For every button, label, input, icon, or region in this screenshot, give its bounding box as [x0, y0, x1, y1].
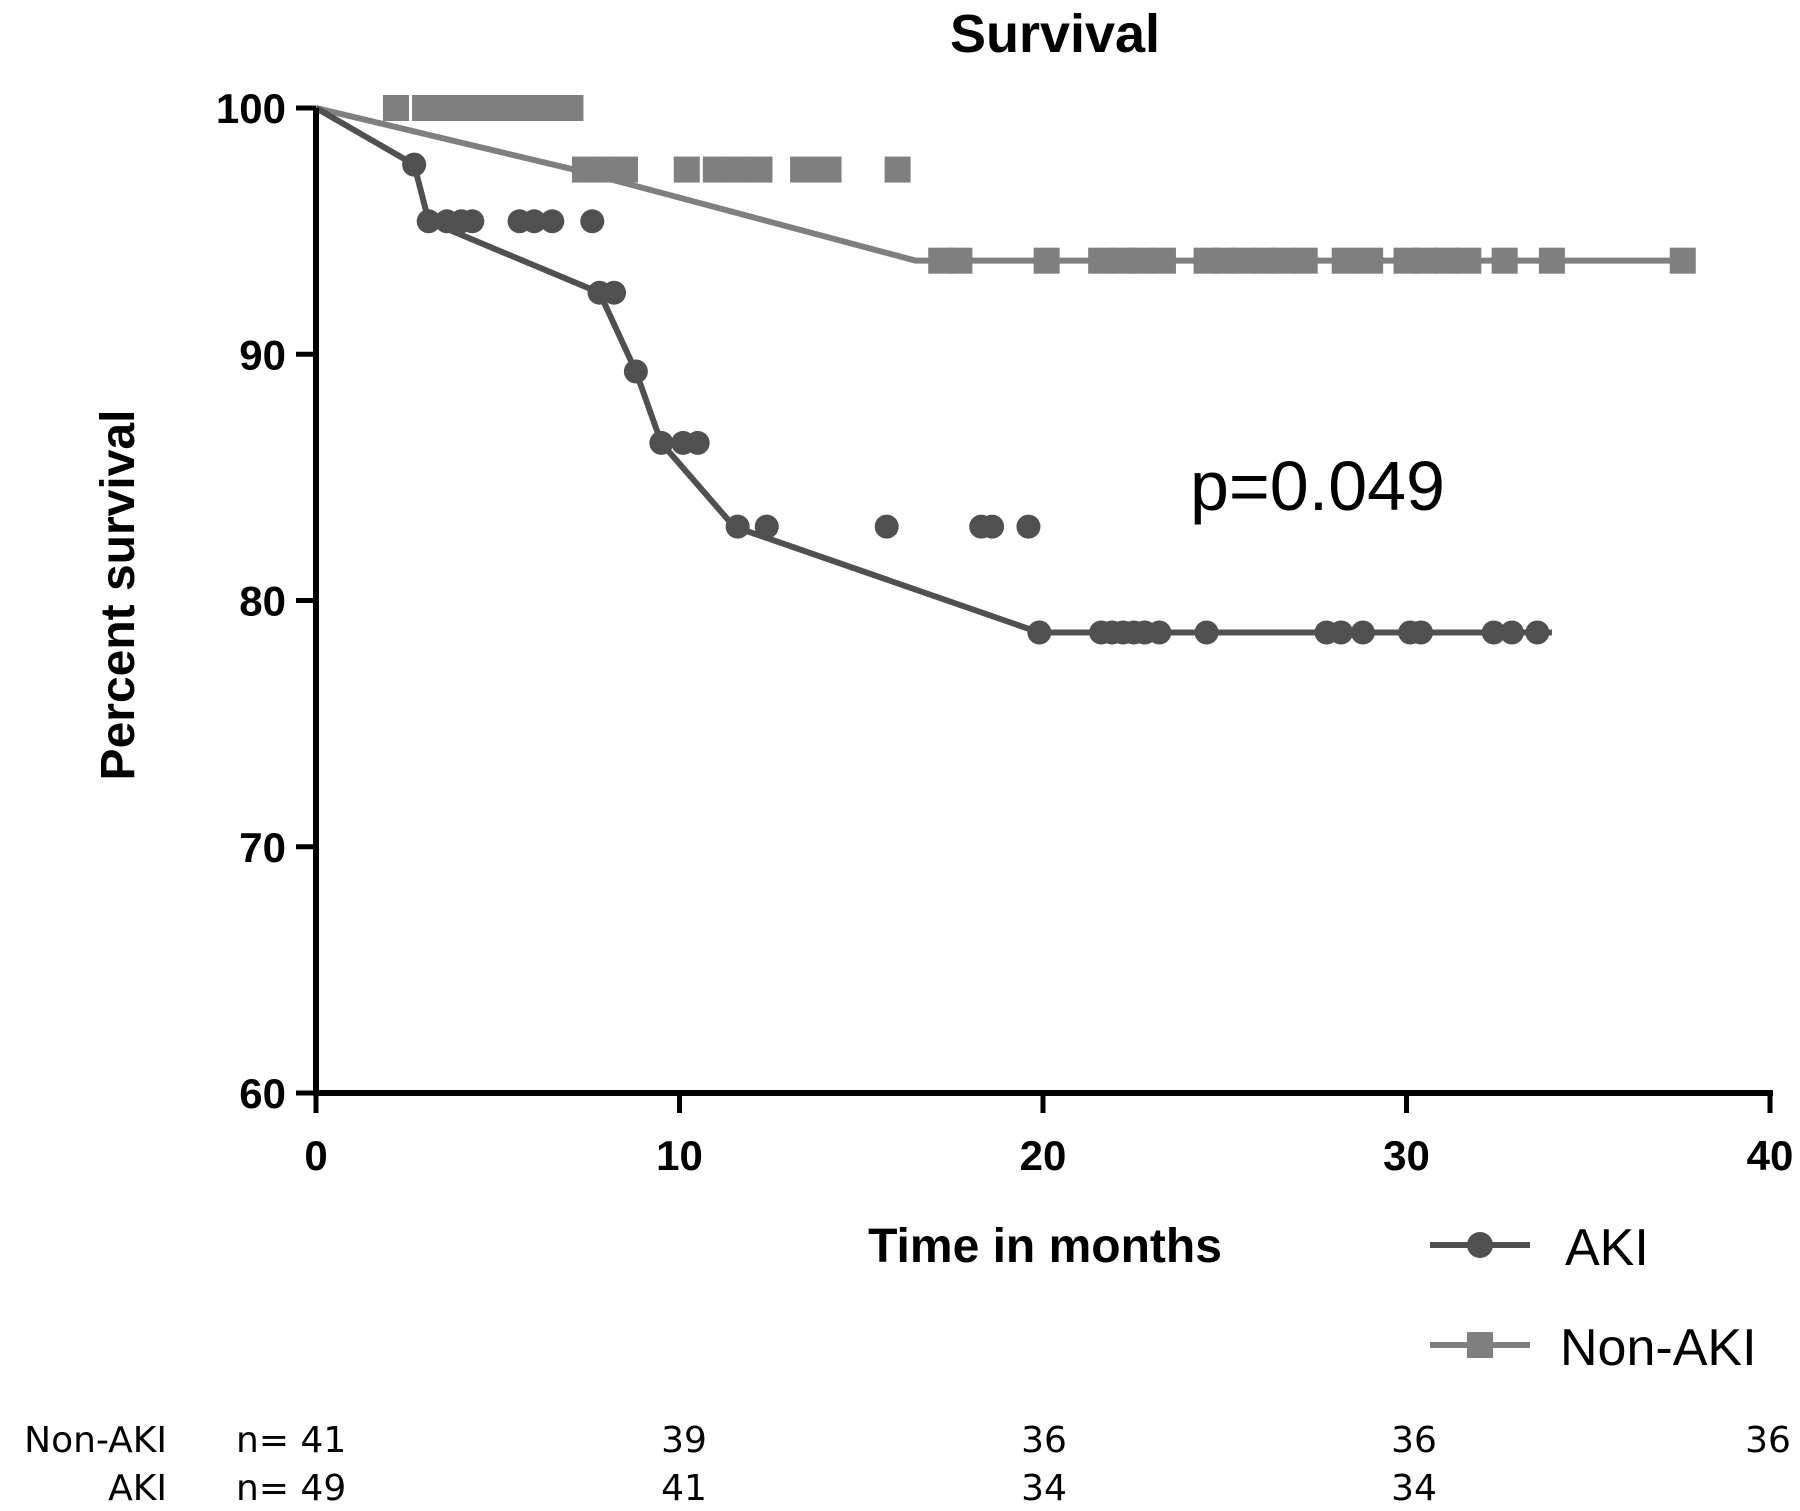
- y-tick-label: 70: [239, 824, 286, 871]
- risk-row-label-aki: AKI: [108, 1468, 167, 1509]
- censor-mark-aki: [649, 430, 674, 455]
- legend-label-non-aki: Non-AKI: [1560, 1319, 1757, 1377]
- series-line-non-aki: [315, 105, 1683, 264]
- y-axis-ticks: 60 70 80 90 100: [216, 85, 316, 1117]
- censor-mark-non-aki: [382, 95, 409, 121]
- censor-mark-aki: [1027, 620, 1052, 645]
- risk-value: 34: [1391, 1468, 1437, 1509]
- censor-mark-aki: [1525, 620, 1550, 645]
- censor-mark-aki: [685, 430, 710, 455]
- x-tick-label: 20: [1020, 1132, 1067, 1179]
- censor-mark-non-aki: [790, 156, 817, 183]
- y-axis-label: Percent survival: [92, 410, 145, 781]
- censor-mark-non-aki: [746, 156, 773, 183]
- censor-mark-non-aki: [724, 156, 751, 183]
- censor-mark-non-aki: [1149, 247, 1176, 274]
- risk-table: Non-AKI n= 41 39 36 36 36 AKI n= 49 41 3…: [24, 1420, 1791, 1509]
- risk-value: 34: [1021, 1468, 1067, 1509]
- legend-marker-non-aki: [1467, 1332, 1493, 1358]
- censor-mark-aki: [623, 359, 648, 384]
- x-axis-label: Time in months: [868, 1220, 1222, 1273]
- y-tick-label: 100: [216, 85, 286, 132]
- censor-mark-non-aki: [1669, 247, 1696, 274]
- censor-mark-non-aki: [611, 156, 638, 183]
- legend-marker-aki: [1467, 1232, 1493, 1258]
- y-tick-label: 90: [239, 331, 286, 378]
- censor-mark-non-aki: [1455, 247, 1482, 274]
- x-tick-label: 10: [656, 1132, 703, 1179]
- risk-value: n= 49: [236, 1468, 346, 1509]
- chart-title: Survival: [950, 4, 1160, 64]
- y-tick-label: 60: [239, 1070, 286, 1117]
- censor-mark-aki: [460, 209, 485, 234]
- censor-mark-non-aki: [946, 247, 973, 274]
- risk-value: n= 41: [236, 1420, 346, 1461]
- censor-mark-non-aki: [673, 156, 700, 183]
- censor-mark-aki: [725, 514, 750, 539]
- series-line-aki: [314, 105, 1552, 636]
- censor-mark-aki: [1499, 620, 1524, 645]
- censor-mark-aki: [1329, 620, 1354, 645]
- censor-mark-non-aki: [448, 95, 475, 121]
- x-axis-ticks: 0 10 20 30 40: [304, 1093, 1793, 1179]
- x-tick-label: 40: [1747, 1132, 1794, 1179]
- censor-mark-aki: [1194, 620, 1219, 645]
- censor-mark-non-aki: [1269, 247, 1296, 274]
- censor-mark-aki: [1409, 620, 1434, 645]
- censor-mark-aki: [874, 514, 899, 539]
- censor-mark-non-aki: [1291, 247, 1318, 274]
- censor-mark-aki: [540, 209, 565, 234]
- p-value-annotation: p=0.049: [1190, 447, 1445, 525]
- censor-mark-non-aki: [1229, 247, 1256, 274]
- legend: AKI Non-AKI: [1430, 1219, 1757, 1377]
- censor-mark-non-aki: [1128, 247, 1155, 274]
- censor-mark-non-aki: [702, 156, 729, 183]
- risk-value: 36: [1745, 1420, 1791, 1461]
- censor-mark-non-aki: [815, 156, 842, 183]
- censor-mark-aki: [580, 209, 605, 234]
- series-aki: [314, 105, 1552, 645]
- x-tick-label: 0: [304, 1132, 327, 1179]
- censor-mark-non-aki: [521, 95, 548, 121]
- legend-item-aki: AKI: [1430, 1219, 1649, 1277]
- censor-mark-non-aki: [1357, 247, 1384, 274]
- censor-mark-aki: [1147, 620, 1172, 645]
- censor-mark-aki: [1016, 514, 1041, 539]
- censor-mark-non-aki: [1411, 247, 1438, 274]
- risk-value: 39: [661, 1420, 707, 1461]
- censor-mark-non-aki: [884, 156, 911, 183]
- censor-mark-aki: [1481, 620, 1506, 645]
- censor-mark-aki: [522, 209, 547, 234]
- censor-mark-aki: [980, 514, 1005, 539]
- censor-mark-non-aki: [590, 156, 617, 183]
- censor-mark-non-aki: [557, 95, 584, 121]
- censor-mark-non-aki: [1433, 247, 1460, 274]
- censor-mark-non-aki: [1331, 247, 1358, 274]
- series-non-aki: [315, 95, 1696, 274]
- censor-mark-non-aki: [1033, 247, 1060, 274]
- risk-value: 36: [1021, 1420, 1067, 1461]
- censor-mark-aki: [602, 280, 627, 305]
- legend-label-aki: AKI: [1565, 1219, 1649, 1277]
- censor-mark-aki: [416, 209, 441, 234]
- x-tick-label: 30: [1383, 1132, 1430, 1179]
- censor-mark-non-aki: [1491, 247, 1518, 274]
- censor-mark-non-aki: [1538, 247, 1565, 274]
- censor-mark-aki: [754, 514, 779, 539]
- risk-row-label-non-aki: Non-AKI: [24, 1420, 167, 1461]
- censor-mark-non-aki: [1088, 247, 1115, 274]
- censor-mark-aki: [1350, 620, 1375, 645]
- plot-area: [314, 95, 1696, 645]
- y-tick-label: 80: [239, 578, 286, 625]
- risk-value: 36: [1391, 1420, 1437, 1461]
- legend-item-non-aki: Non-AKI: [1430, 1319, 1757, 1377]
- risk-value: 41: [661, 1468, 707, 1509]
- censor-mark-aki: [402, 152, 427, 177]
